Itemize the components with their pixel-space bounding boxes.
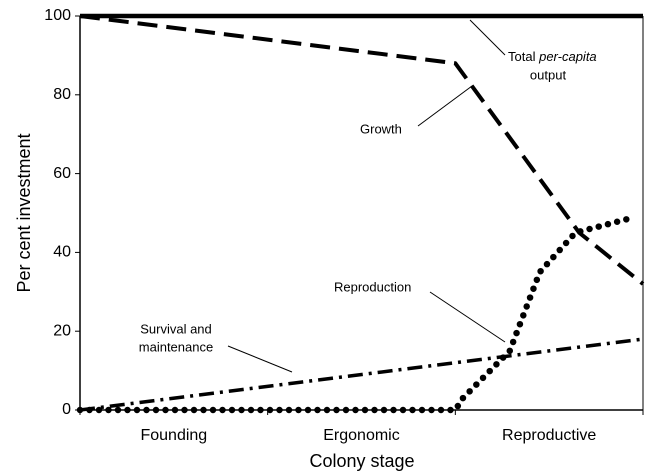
leader-line [429,291,506,343]
x-tick-label: Ergonomic [323,427,399,444]
leader-line [469,19,506,56]
y-tick-label: 100 [44,7,71,24]
annotation: maintenance [139,339,213,354]
y-tick-label: 60 [53,165,71,182]
annotation: Growth [360,121,402,136]
y-tick-label: 80 [53,86,71,103]
series-line [79,337,644,412]
y-axis-title: Per cent investment [14,133,34,292]
x-axis-title: Colony stage [309,451,414,471]
x-tick-label: Reproductive [502,427,596,444]
y-tick-label: 0 [62,401,71,418]
annotation: Total per-capita [508,49,597,64]
annotation: Survival and [140,321,212,336]
leader-line [227,345,293,373]
annotation-text: Total [508,49,536,64]
annotation-text: per-capita [538,49,597,64]
series-line [79,14,645,286]
y-tick-label: 20 [53,322,71,339]
x-tick-label: Founding [140,427,207,444]
annotation: output [530,67,567,82]
leader-line [417,85,473,127]
y-tick-label: 40 [53,244,71,261]
annotation: Reproduction [334,279,411,294]
series-line [76,213,639,414]
